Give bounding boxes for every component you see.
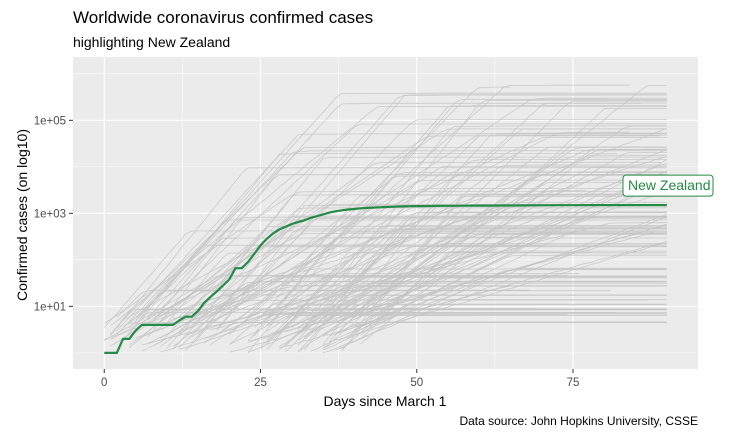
background-country-line <box>172 172 667 347</box>
background-country-line <box>297 99 667 330</box>
background-country-line <box>229 313 667 345</box>
highlight-label: New Zealand <box>628 177 711 193</box>
x-tick-label: 50 <box>410 377 423 389</box>
background-country-line <box>185 119 667 351</box>
x-tick-label: 0 <box>101 377 107 389</box>
background-country-line <box>122 153 617 342</box>
background-country-line <box>322 216 667 354</box>
background-country-line <box>254 105 667 336</box>
background-country-line <box>266 273 580 316</box>
background-country-line <box>141 248 499 346</box>
background-country-line <box>260 175 667 326</box>
background-country-line <box>335 269 667 351</box>
background-country-line <box>110 106 667 327</box>
background-country-line <box>135 219 667 319</box>
background-country-line <box>160 216 667 353</box>
background-country-line <box>135 201 667 338</box>
background-country-line <box>216 217 667 331</box>
background-country-line <box>322 171 667 345</box>
background-country-line <box>122 290 611 341</box>
chart-subtitle: highlighting New Zealand <box>73 34 231 50</box>
x-axis: 0 25 50 75 <box>101 369 579 389</box>
new-zealand-line <box>104 204 667 354</box>
background-country-line <box>104 275 567 341</box>
background-country-line <box>147 137 667 317</box>
background-country-line <box>172 94 667 350</box>
background-country-line <box>222 231 667 332</box>
background-country-line <box>204 162 667 339</box>
highlight-label-box <box>622 174 714 197</box>
background-country-line <box>354 159 667 320</box>
background-country-line <box>103 230 667 328</box>
background-country-line <box>122 246 667 320</box>
x-tick-label: 75 <box>567 377 580 389</box>
highlight-label-group: New Zealand <box>622 174 714 197</box>
background-country-line <box>160 225 667 343</box>
background-country-line <box>247 98 667 353</box>
background-country-line <box>185 245 667 330</box>
background-country-line <box>360 250 667 340</box>
background-country-line <box>335 100 667 335</box>
background-country-line <box>297 132 667 346</box>
background-country-line <box>129 92 667 329</box>
background-country-line <box>185 285 667 324</box>
background-country-line <box>266 125 667 351</box>
background-country-line <box>129 237 667 324</box>
background-series <box>103 84 667 354</box>
background-country-line <box>254 228 667 328</box>
grid-minor <box>73 57 698 369</box>
y-tick-label: 1e+03 <box>34 208 66 220</box>
background-country-line <box>154 321 667 332</box>
background-country-line <box>297 211 598 333</box>
background-country-line <box>322 183 667 325</box>
background-country-line <box>260 194 667 320</box>
background-country-line <box>160 207 667 318</box>
y-axis-label: Confirmed cases (on log10) <box>14 129 30 301</box>
x-tick-label: 25 <box>254 377 267 389</box>
background-country-line <box>191 165 667 338</box>
y-tick-label: 1e+01 <box>34 301 66 313</box>
background-country-line <box>322 204 493 349</box>
background-country-line <box>279 173 667 347</box>
background-country-line <box>266 276 498 326</box>
background-country-line <box>116 133 667 332</box>
background-country-line <box>210 158 667 323</box>
background-country-line <box>247 86 511 317</box>
background-country-line <box>147 123 667 321</box>
y-tick-label: 1e+05 <box>34 115 66 127</box>
background-country-line <box>297 299 667 353</box>
y-axis: 1e+01 1e+03 1e+05 <box>34 115 73 313</box>
background-country-line <box>354 223 667 317</box>
background-country-line <box>266 314 567 320</box>
background-country-line <box>266 312 667 326</box>
chart-title: Worldwide coronavirus confirmed cases <box>73 8 374 27</box>
highlight-series <box>104 204 667 354</box>
background-country-line <box>104 127 667 340</box>
background-country-line <box>129 135 661 337</box>
background-country-line <box>110 167 667 336</box>
background-country-line <box>347 195 667 340</box>
background-country-line <box>329 267 667 337</box>
x-axis-label: Days since March 1 <box>324 393 447 409</box>
background-country-line <box>260 303 667 318</box>
background-country-line <box>304 147 592 338</box>
background-country-line <box>260 308 536 347</box>
background-country-line <box>179 280 667 335</box>
background-country-line <box>178 191 667 337</box>
background-country-line <box>285 128 667 347</box>
background-country-line <box>285 309 667 329</box>
background-country-line <box>341 234 667 350</box>
chart-caption: Data source: John Hopkins University, CS… <box>459 414 698 428</box>
background-country-line <box>135 150 667 321</box>
background-country-line <box>329 242 667 343</box>
